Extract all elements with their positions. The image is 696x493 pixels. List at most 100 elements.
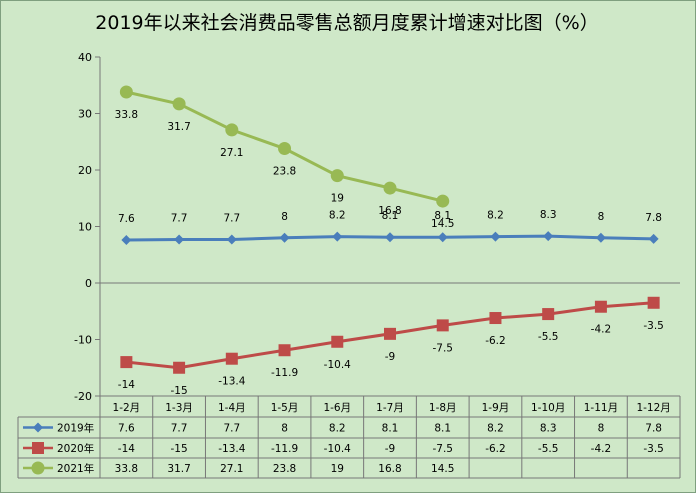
data-label: 8 <box>281 211 288 223</box>
data-label: -14 <box>118 379 135 391</box>
table-cell-value: 8.2 <box>487 423 504 435</box>
legend-entry: 2020年 <box>57 442 94 455</box>
x-tick-label: 1-7月 <box>376 402 404 414</box>
table-cell-value: 33.8 <box>115 463 138 475</box>
table-cell-value: -4.2 <box>591 443 612 455</box>
series-point <box>543 231 554 242</box>
table-cell-value: -15 <box>171 443 188 455</box>
data-label: -5.5 <box>538 331 559 343</box>
data-label: 8.3 <box>540 209 557 221</box>
series-point <box>172 97 186 111</box>
series-point <box>173 361 186 374</box>
data-label: -13.4 <box>218 376 245 388</box>
data-label: 7.6 <box>118 213 135 225</box>
legend-entry: 2021年 <box>57 462 94 475</box>
table-cell-value: 8.1 <box>434 423 451 435</box>
series-point <box>332 231 343 242</box>
series-point <box>542 308 555 321</box>
data-label: 23.8 <box>273 166 296 178</box>
y-tick-label: -20 <box>74 390 92 403</box>
series-point <box>490 231 501 242</box>
y-tick-label: 20 <box>78 164 92 177</box>
table-cell-value: -3.5 <box>643 443 664 455</box>
data-label: 7.7 <box>171 212 188 224</box>
table-cell-value: 8 <box>598 423 605 435</box>
legend-entry: 2019年 <box>57 422 94 435</box>
table-cell-value: 7.7 <box>171 423 188 435</box>
series-point <box>331 335 344 348</box>
data-label: -3.5 <box>643 320 664 332</box>
data-label: 8 <box>598 211 605 223</box>
data-label: -10.4 <box>324 359 351 371</box>
data-label: 31.7 <box>167 121 190 133</box>
series-point <box>226 234 237 245</box>
table-cell-value: 27.1 <box>220 463 243 475</box>
table-cell-value: -5.5 <box>538 443 559 455</box>
x-tick-label: 1-4月 <box>218 402 246 414</box>
data-label: -4.2 <box>591 324 612 336</box>
data-label: -11.9 <box>271 367 298 379</box>
x-tick-label: 1-10月 <box>531 402 565 414</box>
data-label: 14.5 <box>431 218 454 230</box>
series-point <box>436 319 449 332</box>
table-cell-value: 7.6 <box>118 423 135 435</box>
series-point <box>437 232 448 243</box>
table-cell-value: -6.2 <box>485 443 506 455</box>
table-cell-value: 23.8 <box>273 463 296 475</box>
y-tick-label: -10 <box>74 334 92 347</box>
table-cell-value: 14.5 <box>431 463 454 475</box>
table-cell-value: 8.1 <box>382 423 399 435</box>
series-point <box>33 422 43 433</box>
y-tick-label: 10 <box>78 221 92 234</box>
table-cell-value: -10.4 <box>324 443 351 455</box>
series-point <box>648 233 659 244</box>
series-point <box>225 123 239 137</box>
data-label: 8.2 <box>487 210 504 222</box>
y-tick-label: 30 <box>78 108 92 121</box>
table-cell-value: 7.7 <box>223 423 240 435</box>
data-label: -9 <box>385 351 395 363</box>
series-point <box>31 461 45 475</box>
series-point <box>330 169 344 183</box>
table-cell-value: -14 <box>118 443 135 455</box>
x-tick-label: 1-3月 <box>165 402 193 414</box>
data-label: 16.8 <box>378 205 401 217</box>
series-point <box>436 194 450 208</box>
chart-title: 2019年以来社会消费品零售总额月度累计增速对比图（%） <box>95 12 599 34</box>
series-point <box>278 142 292 156</box>
data-label: 19 <box>331 193 344 205</box>
series-point <box>119 85 133 99</box>
x-tick-label: 1-9月 <box>482 402 510 414</box>
series-point <box>174 234 185 245</box>
x-tick-label: 1-5月 <box>271 402 299 414</box>
series-point <box>225 352 238 365</box>
series-point <box>121 235 132 246</box>
x-tick-label: 1-11月 <box>584 402 618 414</box>
series-point <box>489 312 502 325</box>
series-point <box>279 232 290 243</box>
table-cell-value: 8.2 <box>329 423 346 435</box>
y-tick-label: 40 <box>78 51 92 64</box>
table-cell-value: 19 <box>331 463 344 475</box>
y-tick-label: 0 <box>85 277 92 290</box>
table-cell-value: -11.9 <box>271 443 298 455</box>
series-point <box>384 327 396 340</box>
data-label: 8.1 <box>434 210 451 222</box>
table-cell-value: 7.8 <box>645 423 662 435</box>
series-point <box>647 296 660 309</box>
x-tick-label: 1-2月 <box>113 402 141 414</box>
series-point <box>383 181 397 195</box>
data-label: -7.5 <box>432 342 453 354</box>
data-label: 7.8 <box>645 212 662 224</box>
x-tick-label: 1-6月 <box>323 402 351 414</box>
x-tick-label: 1-12月 <box>636 402 670 414</box>
series-point <box>385 232 395 243</box>
table-cell-value: -9 <box>385 443 395 455</box>
data-label: -6.2 <box>485 335 506 347</box>
table-cell-value: 31.7 <box>167 463 190 475</box>
series-point <box>595 232 606 243</box>
series-point <box>278 344 291 357</box>
data-label: 8.2 <box>329 210 346 222</box>
